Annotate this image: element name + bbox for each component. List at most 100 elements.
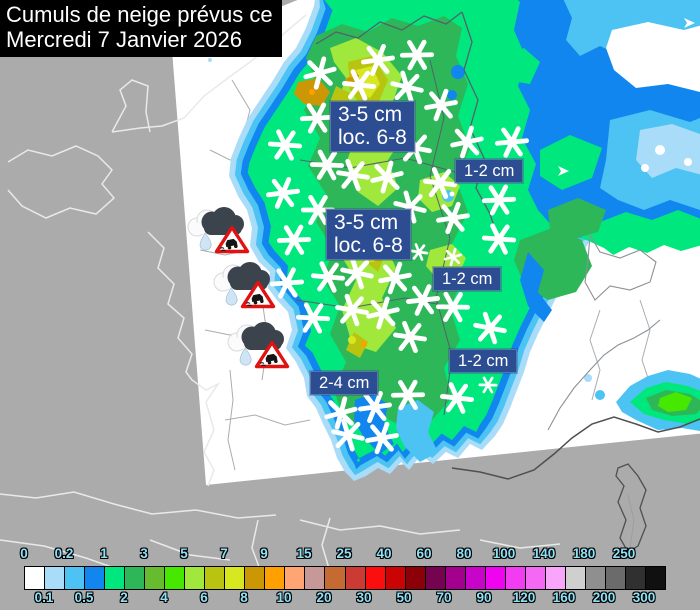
raindrop-icon xyxy=(239,347,252,366)
snow-amount-label-south: 2-4 cm xyxy=(310,371,379,395)
legend-tick-label: 100 xyxy=(492,546,516,561)
skidding-car-glyph xyxy=(251,293,264,305)
label-line: 1-2 cm xyxy=(458,352,509,370)
skidding-car-glyph xyxy=(225,238,238,250)
legend-tick-label: 70 xyxy=(436,590,452,605)
precip-alps xyxy=(584,370,700,431)
legend-tick-label: 5 xyxy=(180,546,188,561)
legend-tick-label: 9 xyxy=(260,546,268,561)
label-line: loc. 6-8 xyxy=(338,126,407,149)
legend-cell xyxy=(225,567,246,589)
snow-depth-legend: 0 0.1 0.2 0.5 1 2 3 4 5 6 7 8 9 10 15 20 25 30 40 50 60 70 80 9… xyxy=(20,544,666,610)
skid-marks xyxy=(219,247,226,252)
legend-cell xyxy=(525,567,546,589)
legend-tick-label: 1 xyxy=(100,546,108,561)
legend-cell xyxy=(405,567,426,589)
legend-tick-label: 60 xyxy=(416,546,432,561)
legend-cell xyxy=(165,567,186,589)
legend-cell xyxy=(465,567,486,589)
snow-amount-label-northeast: 1-2 cm xyxy=(455,159,524,183)
label-line: 3-5 cm xyxy=(338,103,403,126)
cloud-dark xyxy=(241,322,284,350)
legend-tick-label: 180 xyxy=(572,546,596,561)
legend-cell xyxy=(625,567,646,589)
legend-tick-label: 40 xyxy=(376,546,392,561)
corsica-outline xyxy=(615,463,647,553)
legend-cell xyxy=(245,567,266,589)
legend-tick-label: 0.2 xyxy=(54,546,74,561)
legend-cell xyxy=(125,567,146,589)
legend-tick-label: 140 xyxy=(532,546,556,561)
legend-cell xyxy=(565,567,586,589)
legend-cell xyxy=(605,567,626,589)
label-line: 2-4 cm xyxy=(319,374,370,392)
snow-amount-label-center: 3-5 cm loc. 6-8 xyxy=(326,209,411,260)
slippery-road-warning-triangle xyxy=(254,340,290,369)
raindrop-icon xyxy=(199,232,212,251)
skid-marks xyxy=(259,362,266,367)
snow-amount-label-east: 1-2 cm xyxy=(433,267,502,291)
legend-tick-label: 0 xyxy=(20,546,28,561)
legend-cell xyxy=(65,567,86,589)
legend-tick-label: 160 xyxy=(552,590,576,605)
legend-cell xyxy=(105,567,126,589)
label-line: 1-2 cm xyxy=(464,162,515,180)
legend-tick-label: 0.1 xyxy=(34,590,54,605)
snow-amount-label-southeast: 1-2 cm xyxy=(449,349,518,373)
legend-cell xyxy=(25,567,46,589)
legend-cell xyxy=(425,567,446,589)
legend-tick-label: 4 xyxy=(160,590,168,605)
legend-tick-label: 300 xyxy=(632,590,656,605)
legend-tick-label: 80 xyxy=(456,546,472,561)
title-line-2: Mercredi 7 Janvier 2026 xyxy=(6,27,243,52)
legend-tick-label: 200 xyxy=(592,590,616,605)
label-line: 1-2 cm xyxy=(442,270,493,288)
skidding-car-glyph xyxy=(265,353,278,365)
legend-tick-label: 3 xyxy=(140,546,148,561)
legend-cell xyxy=(85,567,106,589)
legend-cell xyxy=(505,567,526,589)
legend-cell xyxy=(645,567,665,589)
skid-marks xyxy=(245,302,252,307)
wind-arrow xyxy=(558,18,695,176)
legend-cell xyxy=(385,567,406,589)
legend-tick-label: 120 xyxy=(512,590,536,605)
legend-cell xyxy=(365,567,386,589)
legend-tick-label: 7 xyxy=(220,546,228,561)
legend-cell xyxy=(185,567,206,589)
legend-tick-label: 2 xyxy=(120,590,128,605)
legend-cell xyxy=(325,567,346,589)
snow-rain-warning-icon xyxy=(213,262,276,309)
legend-tick-label: 15 xyxy=(296,546,312,561)
snow-amount-label-north: 3-5 cm loc. 6-8 xyxy=(330,101,415,152)
slippery-road-warning-triangle xyxy=(240,280,276,309)
label-line: loc. 6-8 xyxy=(334,234,403,257)
legend-tick-label: 8 xyxy=(240,590,248,605)
title-line-1: Cumuls de neige prévus ce xyxy=(6,2,273,27)
slippery-road-warning-triangle xyxy=(214,225,250,254)
map-title: Cumuls de neige prévus ce Mercredi 7 Jan… xyxy=(0,0,282,57)
legend-cell xyxy=(305,567,326,589)
legend-tick-label: 50 xyxy=(396,590,412,605)
coastlines-light xyxy=(0,14,561,576)
label-line: 3-5 cm xyxy=(334,211,399,234)
snow-rain-warning-icon xyxy=(227,322,290,369)
legend-cell xyxy=(205,567,226,589)
legend-cell xyxy=(585,567,606,589)
legend-tick-label: 90 xyxy=(476,590,492,605)
legend-cell xyxy=(345,567,366,589)
legend-cell xyxy=(265,567,286,589)
legend-tick-label: 250 xyxy=(612,546,636,561)
legend-cell xyxy=(485,567,506,589)
legend-cell xyxy=(445,567,466,589)
legend-tick-label: 30 xyxy=(356,590,372,605)
legend-tick-label: 25 xyxy=(336,546,352,561)
raindrop-icon xyxy=(225,287,238,306)
legend-tick-label: 20 xyxy=(316,590,332,605)
snow-rain-warning-icon xyxy=(187,207,250,254)
legend-cell xyxy=(285,567,306,589)
legend-cell xyxy=(145,567,166,589)
legend-tick-label: 6 xyxy=(200,590,208,605)
